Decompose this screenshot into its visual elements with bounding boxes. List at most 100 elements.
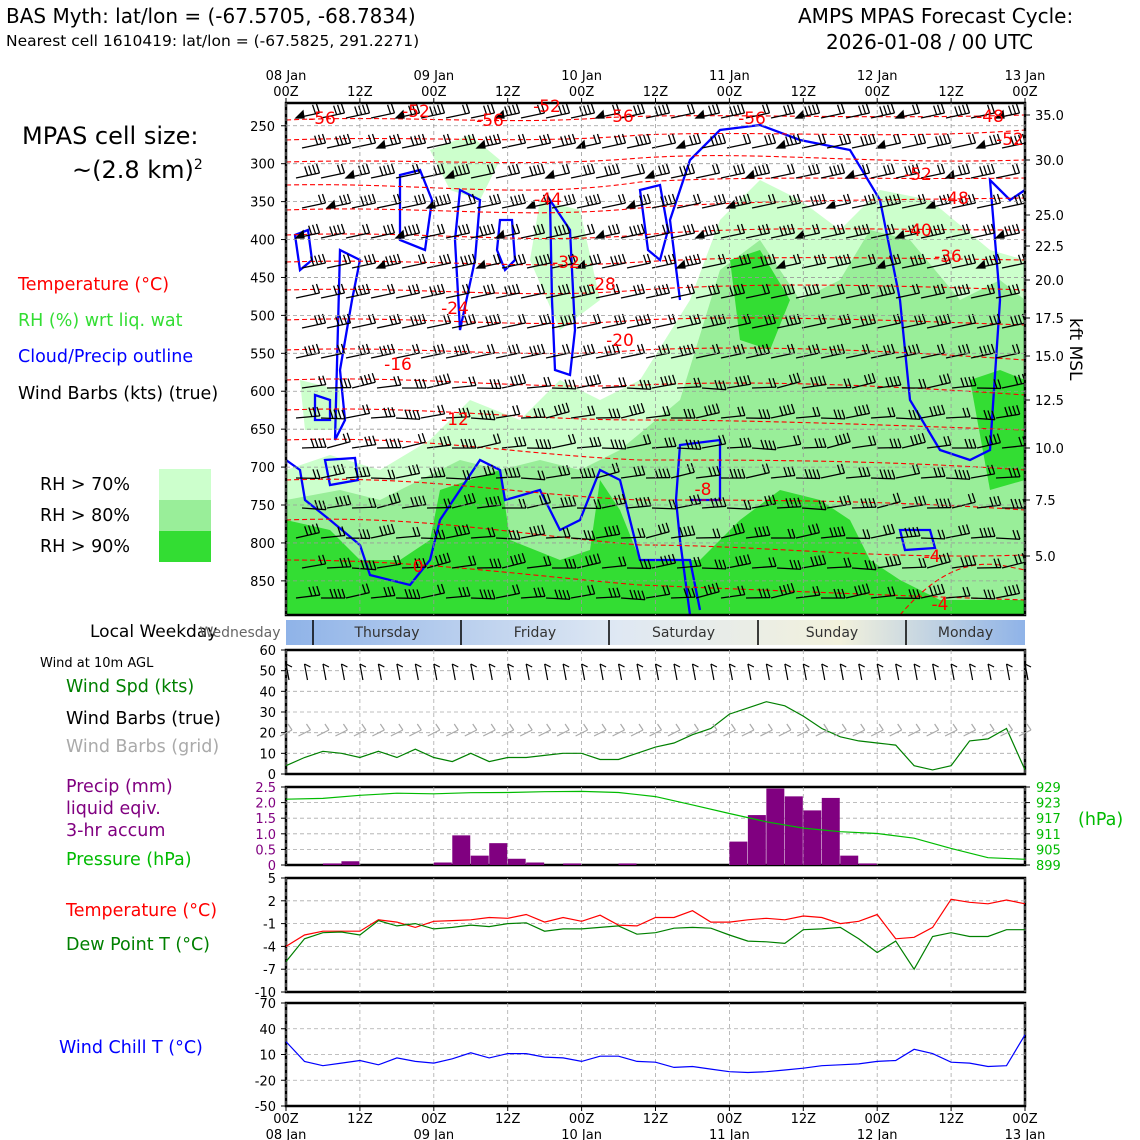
wind-barb-feather [883,165,888,175]
wind-barb-feather [483,466,488,476]
wind-barb-feather [735,556,740,566]
wind-barb-feather [636,403,642,414]
temperature-contour-label: -56 [738,109,766,129]
wind-barb-feather [768,440,773,450]
wind-barb-feather [616,408,621,418]
wind-barb-feather [414,558,419,568]
wind-barb-feather [983,409,988,420]
wind-barb-feather [1012,584,1017,595]
wind-barb-feather [460,438,465,449]
grid-wind-barb-feather [342,723,348,731]
wind-barb-feather [912,409,917,420]
wind-barb-feather [466,407,471,417]
wind-barb-feather [363,374,369,385]
wind-barb-feather [761,464,767,474]
wind-barb-feather [553,405,559,416]
wind-barb-feather [439,255,444,265]
grid-wind-barb [464,729,478,737]
hpa-label: (hPa) [1078,810,1124,830]
wind-barb-feather [743,375,748,386]
wind-barb-feather [354,286,359,296]
wind-barb-feather [858,105,863,115]
wind-barb-feather [335,316,340,326]
wind-barb-feather [872,497,877,508]
wind-barb-feather [765,283,771,294]
wind-barb-feather [640,223,646,234]
true-wind-barb [802,663,807,681]
wind-barb-feather [816,585,821,596]
wind-barb-feather [539,439,544,449]
top-day-label: 10 Jan [561,69,602,84]
wind-barb-feather [318,438,323,448]
weekday-label: Local Weekday [90,622,218,642]
wind-barb-feather [737,406,742,417]
wind-barb-feather [447,435,452,446]
wind-barb-feather [861,284,867,295]
wind-barb-feather [729,106,734,116]
wind-barb-feather [722,497,727,507]
wind-barb-feather [561,224,567,235]
wind-barb-feather [466,586,471,597]
y-tick-label: -10 [255,986,276,1001]
wind-barb-feather [660,196,665,206]
wind-barb-feather [366,466,371,477]
wind-barb-feather [596,133,602,144]
wind-barb-feather [765,343,771,354]
wind-barb-feather [408,589,413,599]
wind-barb-feather [558,466,563,476]
wind-barb-feather [340,103,346,114]
wind-barb-feather [921,313,927,324]
wind-barb-feather [733,285,738,295]
grid-wind-barb-feather [823,723,829,731]
wind-barb-feather [433,105,438,115]
wind-barb-feather [583,468,588,478]
grid-wind-barb [501,729,514,737]
wind-barb-feather [339,378,344,388]
wind-barb-feather [542,194,548,205]
wind-barb-feather [483,409,488,420]
wind-barb [1001,382,1025,389]
temperature-contour-label: -36 [934,247,962,267]
wind-barb-feather [561,344,567,355]
wind-barb-feather [541,524,546,535]
wind-barb-feather [608,165,613,175]
wind-barb-feather [604,346,609,356]
wind-barb-feather [714,379,719,390]
wind-barb-feather [314,135,319,145]
wind-barb-feather [879,106,884,116]
wind-barb-feather [314,438,319,448]
y-tick-label: 30 [259,706,276,721]
true-wind-barb-feather [987,663,995,668]
wind-barb-feather [621,493,627,504]
wind-barb-feather [365,283,371,294]
wind-barb-feather [596,374,602,384]
temperature-contour-label: -52 [402,102,430,122]
wind-barb-feather [571,313,577,324]
wind-barb-feather [965,163,971,174]
wind-barb-feather [889,255,894,265]
wind-barb-feather [489,379,494,389]
wind-barb-feather [354,106,359,116]
wind-barb-feather [687,408,692,419]
wind-barb [870,532,895,539]
wind-barb-feather [841,409,846,420]
wind-barb-feather [415,223,421,234]
wind-barb-feather [372,497,377,508]
wind-barb-feather [533,408,538,418]
wind-barb-feather [814,376,819,386]
wind-barb-feather [772,557,777,567]
wind-barb-feather [367,134,373,145]
temperature-contour-label: -48 [941,189,969,209]
y-tick-label: 1.0 [255,828,276,843]
wind-barb-feather [642,194,648,205]
wind-barb-feather [771,193,777,204]
wind-barb-feather [917,254,923,265]
wind-barb-feather [840,103,846,114]
wind-barb-feather [611,104,617,115]
grid-wind-barb [612,729,625,737]
wind-barb-feather [667,194,673,205]
wind-barb-feather [1008,105,1013,115]
true-wind-barb-feather [913,663,921,668]
wind-barb-feather [364,195,369,205]
precip-bar [433,862,452,865]
